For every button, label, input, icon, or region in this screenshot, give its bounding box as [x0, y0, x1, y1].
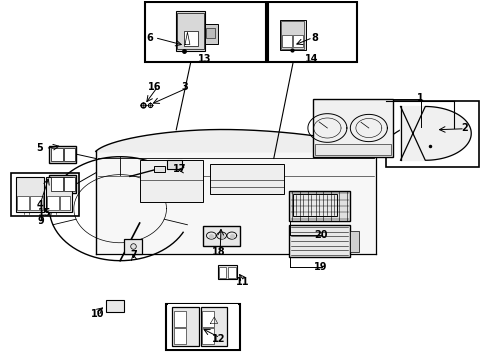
Text: 16: 16	[147, 82, 161, 92]
Bar	[173, 311, 185, 327]
Bar	[64, 177, 75, 191]
Bar	[46, 196, 59, 210]
Bar	[349, 231, 358, 252]
Text: 12: 12	[212, 334, 225, 344]
Text: 5: 5	[36, 143, 43, 153]
Bar	[51, 148, 62, 161]
Bar	[289, 191, 349, 221]
Bar	[13, 175, 77, 215]
Bar	[30, 196, 42, 210]
Text: 17: 17	[173, 164, 186, 174]
Bar	[64, 148, 75, 161]
Bar	[218, 267, 226, 278]
Bar	[176, 12, 205, 51]
Text: 14: 14	[305, 54, 318, 64]
Text: 6: 6	[146, 33, 152, 43]
Bar	[281, 22, 304, 49]
Bar	[60, 196, 70, 210]
Text: 19: 19	[313, 262, 326, 272]
Bar	[49, 145, 76, 163]
Bar	[11, 173, 79, 216]
Bar	[281, 35, 292, 46]
Bar	[293, 35, 303, 46]
Text: 18: 18	[212, 247, 225, 257]
Text: 13: 13	[197, 54, 211, 64]
Bar	[267, 3, 356, 62]
Bar	[202, 311, 214, 327]
Bar	[217, 265, 237, 279]
Bar	[289, 225, 349, 257]
Bar	[200, 307, 227, 346]
Bar	[154, 166, 164, 172]
Text: 8: 8	[311, 33, 318, 43]
Text: 4: 4	[36, 200, 43, 210]
Bar	[16, 177, 44, 212]
Text: 15: 15	[38, 208, 51, 218]
Bar	[140, 160, 203, 202]
Text: 7: 7	[130, 250, 137, 260]
Bar	[144, 3, 266, 62]
Bar	[205, 24, 217, 44]
Polygon shape	[400, 107, 470, 160]
Bar	[202, 328, 214, 344]
Bar	[315, 144, 390, 155]
Bar	[166, 304, 239, 350]
Text: 10: 10	[90, 310, 104, 319]
Bar	[49, 175, 76, 193]
Bar	[123, 239, 142, 253]
Text: 9: 9	[37, 216, 44, 226]
Bar	[183, 31, 198, 45]
Polygon shape	[96, 151, 375, 253]
Bar	[172, 307, 199, 346]
Text: 20: 20	[313, 230, 326, 239]
Bar	[279, 20, 306, 50]
Bar	[51, 177, 62, 191]
Bar	[167, 160, 182, 169]
Bar	[210, 164, 283, 194]
Text: 3: 3	[181, 82, 188, 92]
Bar	[177, 13, 203, 49]
Bar	[203, 226, 239, 246]
Bar	[45, 177, 72, 212]
Bar	[385, 101, 478, 167]
Bar	[173, 328, 185, 344]
Bar	[227, 267, 235, 278]
Bar	[105, 300, 124, 312]
Bar	[293, 194, 336, 216]
Text: 11: 11	[236, 277, 249, 287]
Bar	[17, 196, 29, 210]
Bar	[206, 28, 215, 39]
Text: 2: 2	[461, 123, 468, 133]
Bar	[168, 305, 238, 349]
Text: 1: 1	[416, 93, 423, 103]
Bar	[312, 99, 392, 157]
